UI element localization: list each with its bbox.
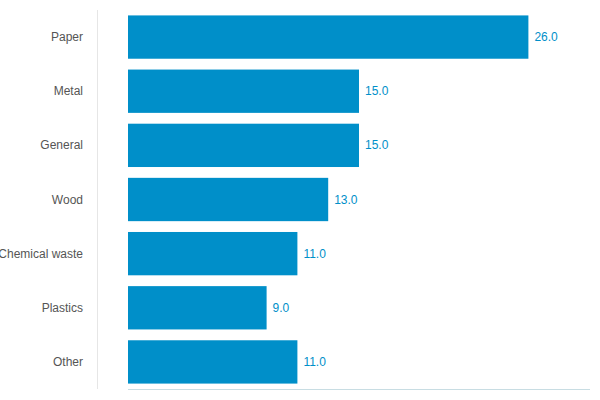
bar bbox=[128, 232, 297, 275]
bar bbox=[128, 340, 297, 383]
data-label: 11.0 bbox=[303, 355, 326, 369]
chart: Paper 26.0 Metal 15.0 General 15.0 Wood 13.0 Che… bbox=[0, 0, 600, 400]
category-label: Plastics bbox=[42, 301, 83, 315]
data-label: 13.0 bbox=[334, 193, 358, 207]
bar bbox=[128, 286, 267, 329]
chart-container: Paper 26.0 Metal 15.0 General 15.0 Wood 13.0 Che… bbox=[0, 0, 600, 400]
data-label: 15.0 bbox=[365, 84, 389, 98]
category-label: Chemical waste bbox=[0, 247, 83, 261]
bar bbox=[128, 178, 328, 221]
category-label: General bbox=[40, 138, 83, 152]
category-label: Paper bbox=[51, 30, 83, 44]
bar bbox=[128, 70, 359, 113]
data-label: 15.0 bbox=[365, 138, 389, 152]
x-axis-line bbox=[128, 389, 590, 390]
category-label: Metal bbox=[54, 84, 83, 98]
bars bbox=[128, 15, 528, 383]
data-label: 9.0 bbox=[273, 301, 290, 315]
category-label: Other bbox=[53, 355, 83, 369]
bar bbox=[128, 124, 359, 167]
data-label: 26.0 bbox=[534, 30, 558, 44]
y-axis-line bbox=[97, 10, 98, 389]
category-label: Wood bbox=[52, 193, 83, 207]
bar bbox=[128, 15, 528, 58]
data-label: 11.0 bbox=[303, 247, 326, 261]
